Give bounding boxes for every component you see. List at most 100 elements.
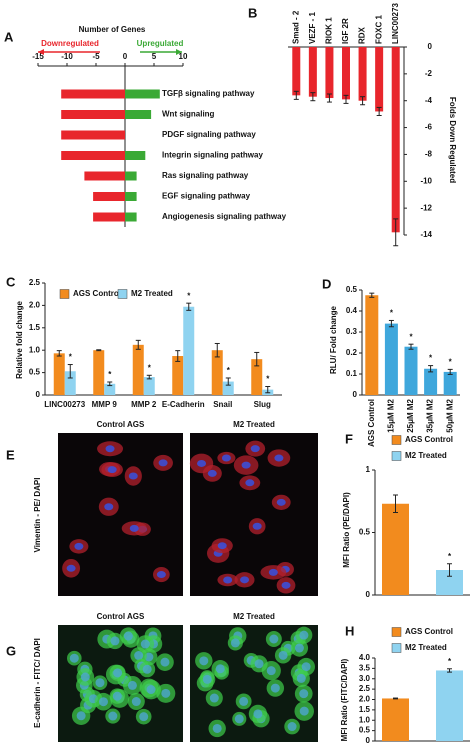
nucleus (158, 459, 168, 467)
micrograph (58, 625, 183, 742)
nucleus (276, 498, 286, 506)
significance-mark: * (266, 375, 270, 384)
nucleus (123, 631, 133, 641)
micrograph (190, 625, 318, 742)
bar (125, 192, 137, 201)
bar (342, 47, 350, 100)
bar (382, 503, 409, 595)
image-title: Control AGS (97, 420, 145, 429)
nucleus (207, 469, 217, 477)
nucleus (98, 697, 108, 707)
nucleus (268, 568, 278, 576)
category-label: EGF signaling pathway (162, 192, 251, 201)
y-axis-title: MFI Ratio (PE/DAPI) (342, 492, 351, 568)
y-axis-title: RLU/ Fold change (329, 305, 338, 374)
nucleus (95, 678, 105, 688)
panel-letter: D (322, 276, 331, 291)
x-tick-label: -5 (92, 52, 100, 61)
category-label: Angiogenesis signaling pathway (162, 212, 287, 221)
legend-arrowhead (38, 49, 44, 55)
nucleus (241, 461, 251, 469)
category-label: Integrin signaling pathway (162, 151, 263, 160)
category-label: 50μM M2 (445, 398, 454, 432)
nucleus (140, 639, 150, 649)
nucleus (217, 542, 227, 550)
bar (104, 383, 116, 395)
y-tick-label: 0.5 (359, 528, 371, 537)
bar (93, 212, 125, 222)
bar (84, 171, 125, 181)
significance-mark: * (429, 354, 433, 363)
micrograph (189, 433, 318, 596)
significance-mark: * (409, 332, 413, 341)
nucleus (266, 666, 276, 676)
micrograph (58, 433, 183, 596)
bar (125, 151, 146, 160)
legend-swatch (391, 643, 402, 653)
bar (61, 151, 125, 160)
nucleus (269, 634, 279, 644)
nucleus (80, 672, 90, 682)
category-label: 35μM M2 (426, 398, 435, 432)
bar (183, 306, 195, 395)
x-tick-label: -10 (61, 52, 73, 61)
y-tick-label: 0 (366, 590, 371, 599)
error-bar (67, 364, 73, 379)
image-title: M2 Treated (233, 420, 275, 429)
nucleus (129, 524, 139, 532)
bar (61, 110, 125, 119)
legend-swatch (391, 435, 402, 445)
error-bar (447, 563, 452, 577)
y-tick-label: 2.5 (359, 684, 371, 693)
y-tick-label: -6 (425, 123, 433, 132)
legend-label: M2 Treated (405, 451, 447, 460)
error-bar (107, 381, 113, 387)
bar (436, 670, 463, 741)
nucleus (221, 454, 231, 462)
y-tick-label: 4.0 (359, 653, 371, 662)
y-tick-label: 2.0 (29, 301, 41, 310)
bar (125, 212, 137, 222)
error-bar (369, 292, 375, 298)
y-tick-label: 2.0 (359, 695, 371, 704)
nucleus (299, 630, 309, 640)
category-label: RDX (358, 26, 367, 44)
error-bar (326, 93, 332, 103)
x-tick-label: 10 (179, 52, 188, 61)
x-tick-label: 5 (152, 52, 157, 61)
y-axis-title: Folds Down Regulated (448, 97, 457, 183)
nucleus (296, 673, 306, 683)
category-label: AGS Control (367, 399, 376, 447)
y-tick-label: 0 (36, 390, 41, 399)
nucleus (110, 636, 120, 646)
category-label: Snail (213, 400, 232, 409)
nucleus (139, 712, 149, 722)
error-bar (447, 368, 453, 375)
nucleus (212, 723, 222, 733)
nucleus (250, 445, 260, 453)
bar (424, 368, 438, 395)
nucleus (69, 653, 79, 663)
y-tick-label: 0.3 (346, 327, 358, 336)
y-tick-label: -2 (425, 69, 433, 78)
category-label: FOXC 1 (374, 15, 383, 44)
significance-mark: * (390, 309, 394, 318)
y-axis-title: MFI Ratio (FITC/DAPI) (340, 658, 349, 741)
bar (251, 359, 263, 395)
image-title: Control AGS (97, 612, 145, 621)
nucleus (234, 714, 244, 724)
legend-label: Upregulated (137, 39, 184, 48)
nucleus (156, 571, 166, 579)
bar (292, 47, 301, 96)
nucleus (134, 651, 144, 661)
significance-mark: * (108, 370, 112, 379)
y-tick-label: -12 (420, 203, 432, 212)
significance-mark: * (448, 552, 452, 561)
nucleus (240, 576, 250, 584)
y-tick-label: 0.5 (359, 726, 371, 735)
bar (325, 47, 334, 99)
nucleus (113, 668, 123, 678)
bar (382, 698, 409, 741)
bar (358, 47, 367, 101)
significance-mark: * (449, 357, 453, 366)
